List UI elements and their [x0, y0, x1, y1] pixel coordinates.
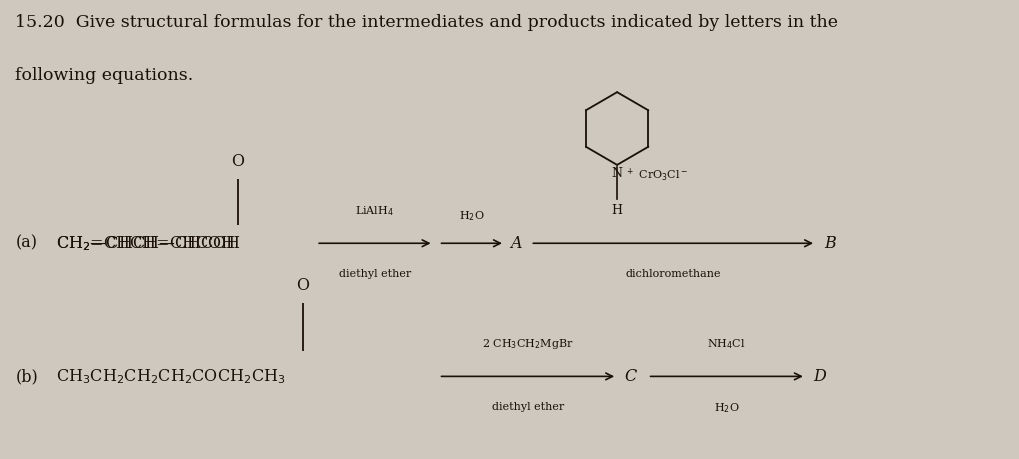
Text: CH$_2$=CHCH=CHCOH: CH$_2$=CHCH=CHCOH [56, 234, 235, 252]
Text: O: O [231, 153, 244, 170]
Text: H$_2$O: H$_2$O [459, 209, 484, 223]
Text: NH$_4$Cl: NH$_4$Cl [707, 337, 745, 351]
Text: dichloromethane: dichloromethane [625, 269, 720, 279]
Text: diethyl ether: diethyl ether [491, 402, 564, 412]
Text: A: A [510, 235, 521, 252]
Text: H: H [611, 204, 622, 217]
Text: C: C [624, 368, 636, 385]
Text: CH$_2$—CHCH—CHCOH: CH$_2$—CHCH—CHCOH [56, 234, 240, 252]
Text: N: N [611, 167, 622, 180]
Text: 2 CH$_3$CH$_2$MgBr: 2 CH$_3$CH$_2$MgBr [482, 337, 573, 351]
Text: 15.20  Give structural formulas for the intermediates and products indicated by : 15.20 Give structural formulas for the i… [15, 14, 838, 31]
Text: O: O [297, 277, 309, 294]
Text: H$_2$O: H$_2$O [713, 402, 739, 415]
Text: D: D [812, 368, 825, 385]
Text: B: B [823, 235, 836, 252]
Text: CH$_3$CH$_2$CH$_2$CH$_2$COCH$_2$CH$_3$: CH$_3$CH$_2$CH$_2$CH$_2$COCH$_2$CH$_3$ [56, 367, 285, 386]
Text: $^+$ CrO$_3$Cl$^-$: $^+$ CrO$_3$Cl$^-$ [625, 167, 688, 184]
Text: LiAlH$_4$: LiAlH$_4$ [355, 204, 394, 218]
Text: following equations.: following equations. [15, 67, 194, 84]
Text: diethyl ether: diethyl ether [338, 269, 411, 279]
Text: (a): (a) [15, 235, 38, 252]
Text: (b): (b) [15, 368, 38, 385]
